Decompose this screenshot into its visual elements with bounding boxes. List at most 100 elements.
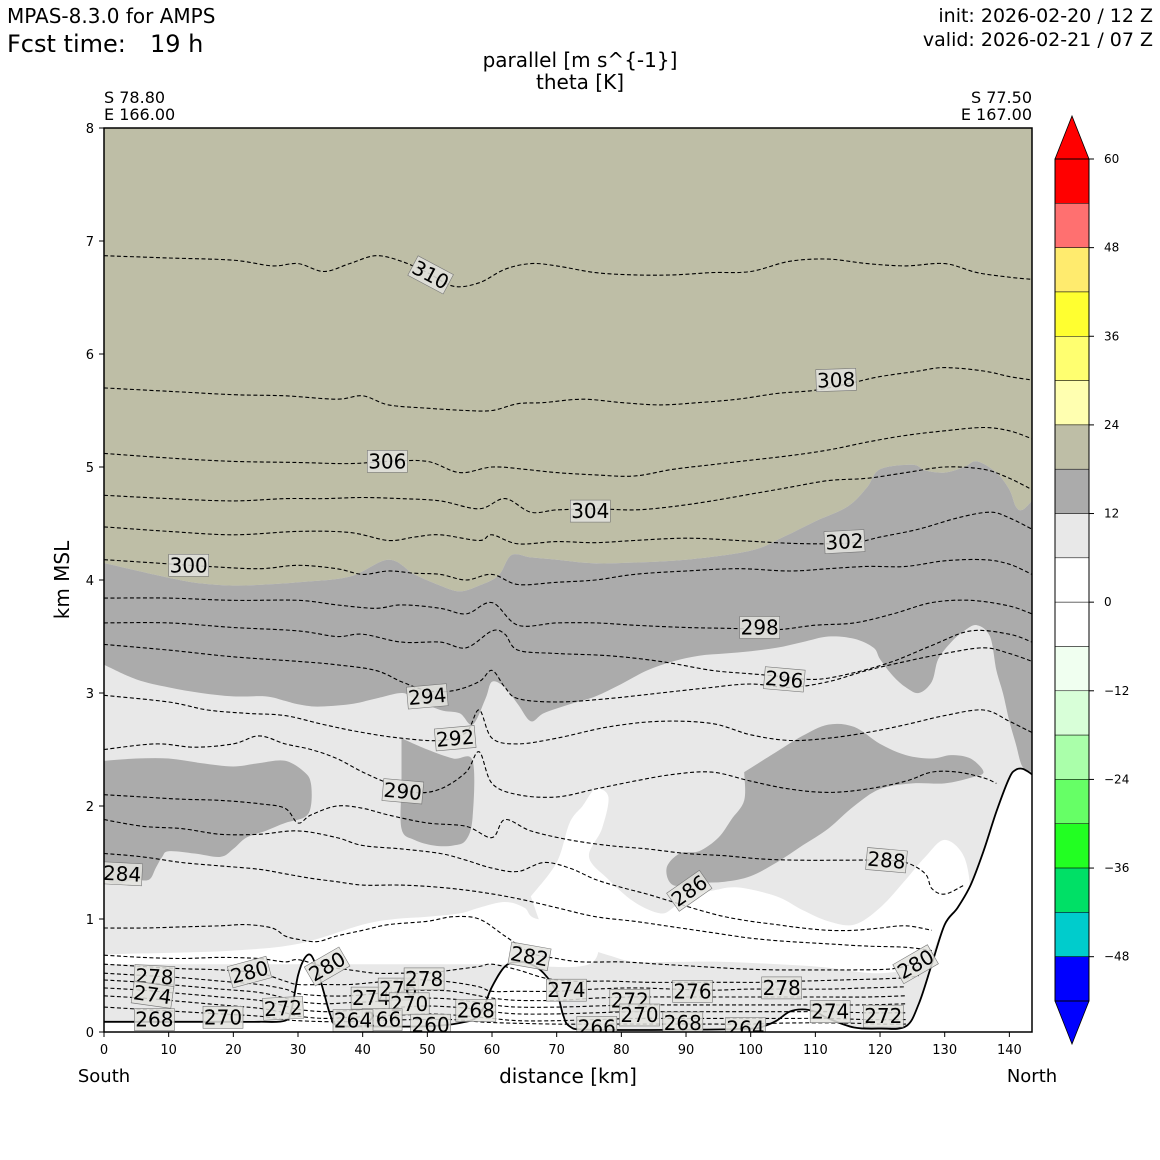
right-latitude: S 77.50	[971, 88, 1032, 107]
forecast-time-value: 19 h	[150, 30, 204, 58]
contour-label: 284	[104, 861, 143, 887]
colorbar-bin	[1054, 203, 1090, 248]
theta-contour-line	[104, 255, 1032, 288]
contour-label: 272	[262, 995, 304, 1021]
theta-contour-line	[104, 466, 1032, 514]
x-axis-label: distance [km]	[499, 1064, 637, 1088]
contour-label-text: 292	[435, 725, 475, 752]
contour-label-text: 278	[763, 976, 801, 1000]
chart-subtitle: theta [K]	[536, 70, 624, 94]
colorbar-bin	[1054, 513, 1090, 559]
y-tick-label: 4	[86, 574, 94, 589]
colorbar-bin	[1054, 380, 1090, 426]
model-name: MPAS-8.3.0 for AMPS	[7, 4, 216, 28]
y-tick-label: 0	[86, 1026, 94, 1041]
colorbar-bin	[1054, 424, 1090, 470]
x-tick-label: 100	[738, 1043, 763, 1058]
colorbar-bin	[1054, 601, 1090, 647]
colorbar-bin	[1054, 867, 1090, 913]
contour-label-text: 270	[620, 1003, 658, 1027]
north-label: North	[1007, 1066, 1057, 1087]
contour-label-box	[763, 666, 806, 693]
contour-label-box	[823, 529, 866, 554]
contour-label-box	[433, 725, 477, 752]
south-label: South	[78, 1066, 130, 1087]
colorbar-tick-label: 0	[1104, 595, 1112, 609]
contour-label-text: 264	[726, 1017, 764, 1041]
contour-label: 272	[862, 1004, 904, 1028]
contour-label: 260	[410, 1013, 451, 1032]
contour-label-text: 300	[170, 553, 208, 577]
contour-label-text: 268	[457, 999, 495, 1023]
y-tick-label: 8	[86, 122, 94, 137]
contour-label-text: 278	[405, 967, 443, 991]
shading-12-18-patch	[104, 758, 312, 885]
contour-label: 270	[202, 1005, 244, 1029]
contour-label-text: 272	[263, 995, 302, 1021]
colorbar-bin	[1054, 291, 1090, 337]
x-tick-label: 30	[290, 1043, 307, 1058]
contour-label-text: 266	[578, 1016, 616, 1040]
theta-contour-line	[104, 972, 906, 1002]
colorbar-tick-label: 24	[1104, 418, 1119, 432]
contour-label-box	[104, 861, 143, 887]
y-tick-label: 1	[86, 913, 94, 928]
contour-label-text: 290	[383, 778, 423, 805]
contour-labels: 3103083063043023002982962942922902882862…	[104, 255, 939, 1041]
contour-label-box	[410, 1013, 451, 1032]
colorbar-bin	[1054, 557, 1090, 603]
x-tick-label: 80	[613, 1043, 630, 1058]
contour-label: 274	[809, 1000, 851, 1024]
contour-label: 278	[761, 976, 803, 1000]
theta-contour-line	[104, 819, 932, 932]
contour-label: 300	[168, 553, 209, 577]
colorbar-extend-max	[1054, 114, 1090, 160]
colorbar-bin	[1054, 646, 1090, 692]
contour-label-box	[262, 995, 304, 1021]
valid-time: valid: 2026-02-21 / 07 Z	[922, 29, 1153, 51]
colorbar-bin	[1054, 956, 1090, 1002]
contour-label-box	[407, 255, 454, 295]
contour-label-box	[725, 1017, 766, 1032]
colorbar-tick-label: 48	[1104, 241, 1119, 255]
colorbar-tick-label: 12	[1104, 507, 1119, 521]
left-latitude: S 78.80	[104, 88, 165, 107]
colorbar: 60 48 36 24 12 0 −12 −24 −36 −48	[1054, 114, 1129, 1046]
contour-label-text: 308	[817, 367, 856, 392]
shading-0-6-patch	[530, 788, 971, 974]
colorbar-bin	[1054, 247, 1090, 293]
shading-12-18-patch	[400, 738, 475, 847]
x-tick-label: 10	[160, 1043, 177, 1058]
shading-12-18-patch	[666, 723, 984, 886]
x-tick-label: 90	[678, 1043, 695, 1058]
contour-label: 274	[130, 980, 175, 1009]
contour-label: 294	[406, 683, 449, 710]
chart-title: parallel [m s^{-1}]	[483, 48, 678, 72]
contour-label-box	[168, 553, 209, 577]
colorbar-bin	[1054, 468, 1090, 514]
colorbar-tick-label: −24	[1104, 772, 1129, 786]
y-tick-label: 3	[86, 687, 94, 702]
x-tick-label: 60	[484, 1043, 501, 1058]
shading-0-6-patch	[104, 902, 599, 968]
contour-label-text: 296	[764, 666, 804, 693]
contour-label-box	[862, 1004, 904, 1028]
contour-label: 302	[823, 529, 866, 555]
contour-label-box	[569, 499, 611, 523]
contour-label-text: 302	[825, 529, 864, 555]
terrain-fill	[104, 768, 1032, 1032]
theta-contour-line	[104, 852, 932, 952]
contour-label-text: 268	[135, 1008, 173, 1032]
shading-12-18	[104, 461, 1032, 773]
x-tick-label: 20	[225, 1043, 242, 1058]
theta-contour-line	[104, 735, 997, 798]
contour-label-box	[739, 616, 781, 639]
y-axis-label: km MSL	[50, 540, 74, 619]
theta-contour-line	[104, 558, 1032, 586]
contour-label-box	[619, 1003, 660, 1027]
contour-label-box	[507, 941, 552, 971]
colorbar-bin	[1054, 823, 1090, 869]
contour-label: 268	[134, 1008, 175, 1032]
contour-label-box	[666, 869, 713, 912]
